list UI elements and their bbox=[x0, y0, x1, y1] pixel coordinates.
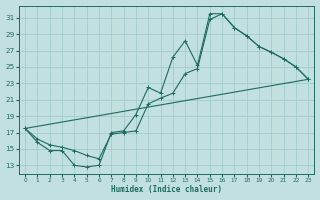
X-axis label: Humidex (Indice chaleur): Humidex (Indice chaleur) bbox=[111, 185, 222, 194]
